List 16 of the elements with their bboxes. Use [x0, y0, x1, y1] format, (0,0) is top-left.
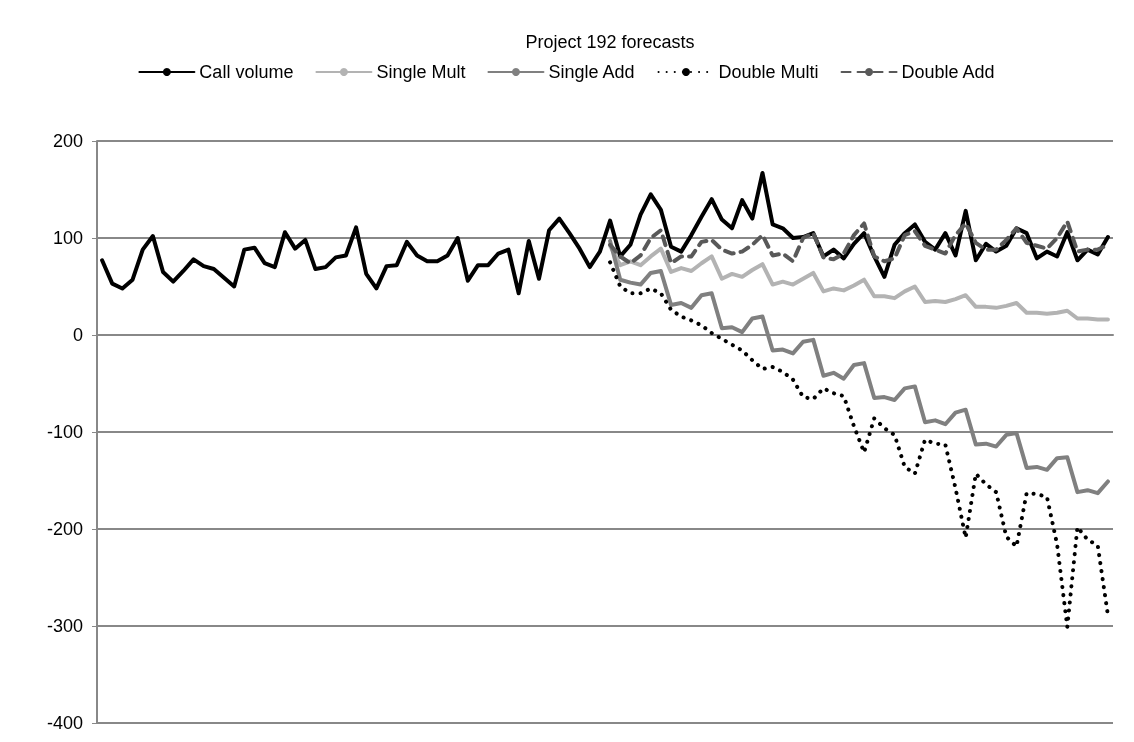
line-series — [608, 260, 1110, 629]
y-tick-label: -400 — [46, 713, 83, 733]
legend-label: Single Add — [548, 62, 635, 82]
line-series — [608, 243, 1110, 322]
y-tick-label: 200 — [52, 131, 83, 151]
line-series — [100, 171, 1110, 296]
y-tick-label: -100 — [46, 422, 83, 442]
y-tick-label: 0 — [72, 325, 83, 345]
y-tick-label: 100 — [52, 228, 83, 248]
chart-title: Project 192 forecasts — [525, 32, 695, 52]
y-tick-label: -300 — [46, 616, 83, 636]
legend-label: Single Mult — [376, 62, 466, 82]
legend-label: Double Add — [901, 62, 995, 82]
y-tick-label: -200 — [46, 519, 83, 539]
legend-label: Call volume — [199, 62, 294, 82]
legend-label: Double Multi — [718, 62, 819, 82]
